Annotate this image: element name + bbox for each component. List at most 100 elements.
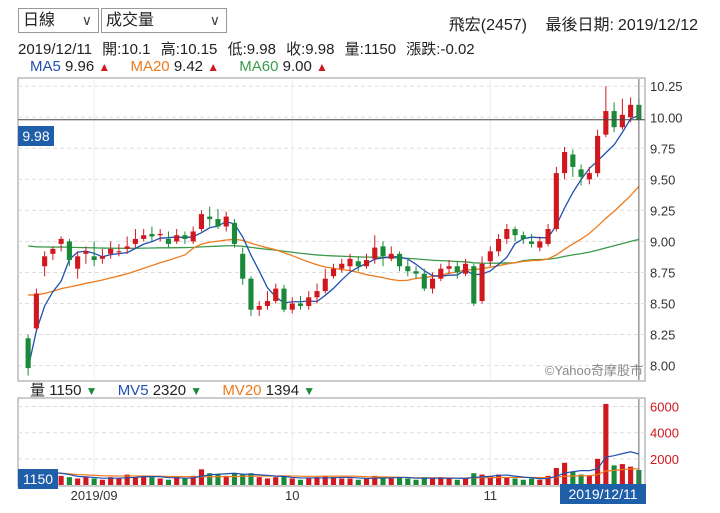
volume-bar	[619, 464, 625, 485]
volume-bar	[75, 478, 81, 485]
volume-bar	[380, 477, 386, 485]
volume-bar	[355, 479, 361, 485]
candle	[281, 288, 287, 310]
candle	[363, 260, 370, 267]
volume-bar	[132, 477, 138, 485]
triangle-down-icon: ▼	[303, 384, 316, 398]
volume-bar	[545, 475, 551, 485]
candle	[289, 303, 295, 310]
volume-bar	[339, 478, 345, 485]
candle	[570, 154, 576, 167]
volume-bar	[256, 477, 262, 485]
x-tick-label: 2019/09	[71, 488, 118, 503]
volume-bar	[462, 478, 469, 485]
last-date: 2019/12/12	[617, 17, 698, 34]
period-select[interactable]: 日線 ∨	[18, 8, 99, 33]
volume-bar	[124, 474, 130, 485]
volume-bar	[372, 475, 378, 485]
candle	[149, 233, 155, 237]
volume-bar	[116, 478, 122, 485]
mv20-line	[28, 468, 639, 479]
candle	[207, 216, 213, 220]
quote-date: 2019/12/11	[18, 41, 92, 58]
candle	[454, 266, 460, 273]
legend-ma5: MA5 9.96 ▲	[30, 58, 111, 75]
volume-bar	[595, 458, 601, 485]
volume-bar	[446, 478, 452, 485]
volume-tick-label: 2000	[650, 452, 679, 467]
candle	[388, 253, 394, 259]
candle	[446, 266, 452, 269]
price-tick-label: 9.75	[650, 141, 675, 156]
legend-ma20: MA20 9.42 ▲	[130, 58, 220, 75]
volume-bar	[611, 465, 617, 485]
volume-tick-label: 6000	[650, 400, 679, 415]
candle	[471, 266, 477, 304]
volume-bar	[58, 475, 64, 485]
volume-bar	[108, 477, 114, 485]
triangle-down-icon: ▼	[190, 384, 203, 398]
candle	[33, 293, 39, 329]
candle	[405, 266, 411, 272]
volume-bar	[413, 479, 419, 485]
candle	[553, 173, 559, 229]
volume-bar	[396, 477, 403, 485]
candle	[256, 305, 262, 310]
volume-bar	[330, 477, 337, 485]
triangle-up-icon: ▲	[315, 60, 328, 74]
volume-bar	[83, 477, 89, 485]
candle	[157, 233, 163, 236]
ma5-line	[27, 114, 640, 369]
candle	[264, 301, 271, 306]
candle	[75, 256, 81, 269]
candle	[380, 246, 386, 257]
cursor-price-label: 9.98	[22, 128, 49, 144]
candle	[347, 258, 353, 267]
volume-bar	[231, 473, 238, 485]
candle	[537, 241, 543, 248]
candle	[496, 238, 502, 252]
volume-bar	[240, 474, 246, 485]
candle	[595, 135, 601, 174]
volume-bar	[496, 474, 502, 485]
stock-header: 飛宏(2457) 最後日期: 2019/12/12	[435, 11, 698, 35]
volume-bar	[520, 479, 526, 485]
candle	[165, 238, 171, 244]
volume-bar	[182, 478, 188, 485]
volume-bar	[248, 473, 254, 485]
cursor-date-label-bg	[560, 484, 646, 504]
volume-bar	[314, 477, 320, 485]
indicator-select[interactable]: 成交量 ∨	[101, 8, 227, 33]
volume-bar	[471, 473, 477, 485]
candle	[438, 268, 444, 279]
volume-bar	[578, 474, 584, 485]
volume-bar	[429, 478, 436, 485]
volume-bar	[405, 478, 411, 485]
candle	[512, 229, 518, 236]
volume-bar	[487, 475, 493, 485]
volume-bar	[570, 471, 576, 485]
volume-bar	[297, 479, 304, 485]
quote-line: 2019/12/11 開:10.1 高:10.15 低:9.98 收:9.98 …	[18, 38, 481, 59]
candle	[83, 251, 89, 254]
volume-bar	[628, 466, 634, 485]
quote-volume: 量:1150	[344, 41, 397, 58]
cursor-price-label-bg	[18, 126, 54, 146]
quote-change: 漲跌:-0.02	[406, 41, 475, 58]
chevron-down-icon: ∨	[209, 12, 220, 28]
candle	[396, 253, 403, 267]
price-panel-frame	[17, 77, 646, 382]
cursor-volume-label-bg	[18, 469, 58, 489]
triangle-down-icon: ▼	[85, 384, 98, 398]
volume-bar	[421, 477, 427, 485]
volume-bar	[529, 478, 535, 485]
volume-bar	[479, 474, 485, 485]
volume-bar	[157, 478, 163, 485]
candle	[628, 104, 634, 118]
candle	[487, 251, 493, 262]
candle	[182, 235, 188, 239]
volume-bar	[264, 478, 271, 485]
quote-close: 收:9.98	[286, 41, 335, 58]
triangle-up-icon: ▲	[207, 60, 220, 74]
